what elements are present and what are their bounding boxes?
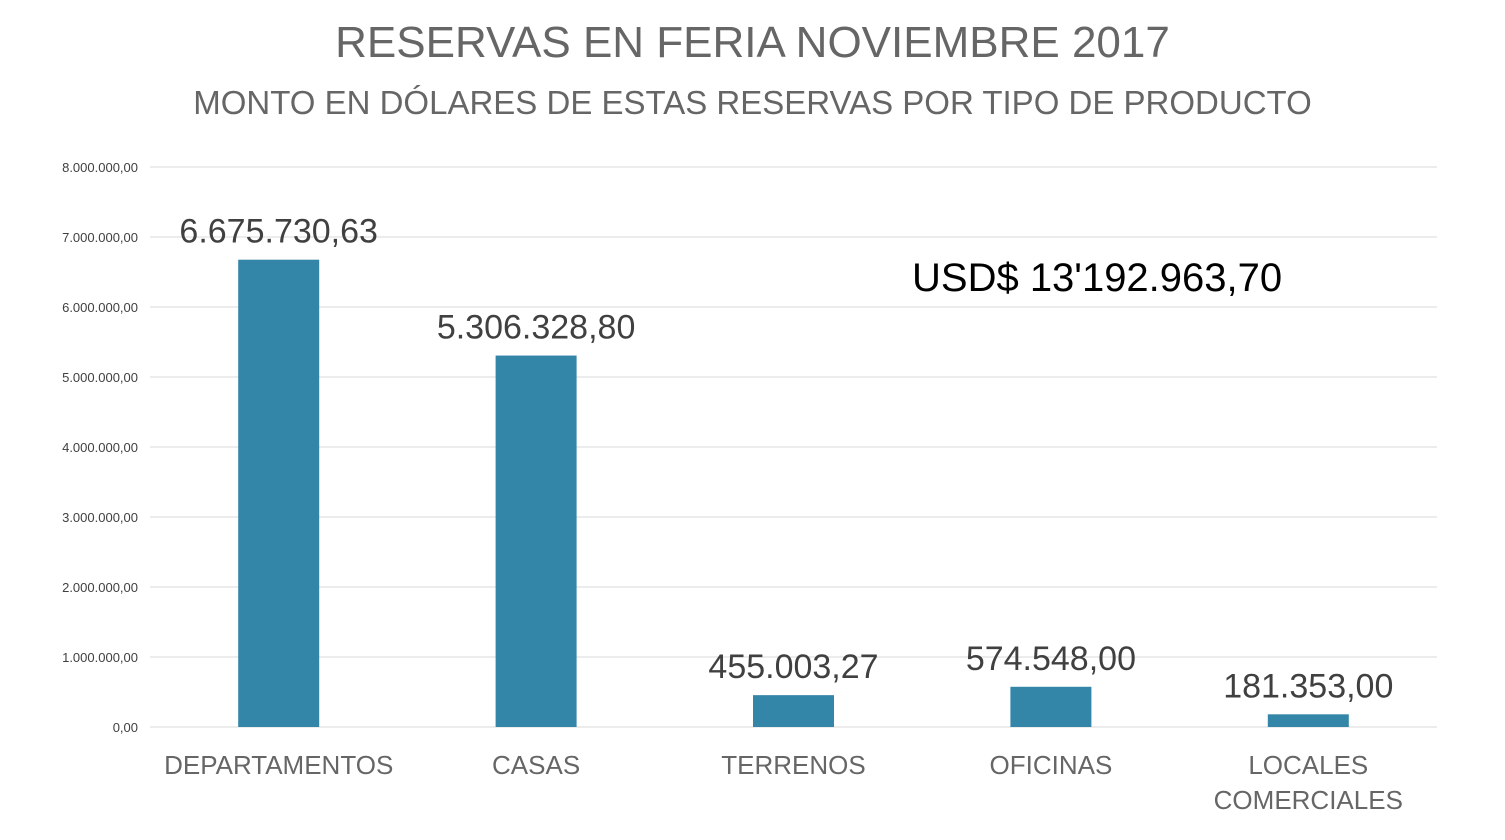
category-label: LOCALES xyxy=(1248,750,1368,780)
category-label: CASAS xyxy=(492,750,580,780)
y-tick-label: 2.000.000,00 xyxy=(62,580,138,595)
y-tick-label: 3.000.000,00 xyxy=(62,510,138,525)
bar xyxy=(495,355,577,727)
category-label: OFICINAS xyxy=(990,750,1113,780)
bar xyxy=(238,259,320,727)
data-label: 455.003,27 xyxy=(708,648,878,686)
y-tick-label: 6.000.000,00 xyxy=(62,300,138,315)
chart-title: RESERVAS EN FERIA NOVIEMBRE 2017 xyxy=(335,18,1170,67)
data-label: 5.306.328,80 xyxy=(437,309,636,347)
y-tick-label: 8.000.000,00 xyxy=(62,160,138,175)
bar xyxy=(1267,714,1349,727)
y-tick-label: 1.000.000,00 xyxy=(62,650,138,665)
chart-subtitle: MONTO EN DÓLARES DE ESTAS RESERVAS POR T… xyxy=(193,84,1312,121)
bar xyxy=(1010,686,1092,727)
y-tick-label: 4.000.000,00 xyxy=(62,440,138,455)
data-label: 574.548,00 xyxy=(966,640,1136,678)
y-tick-label: 5.000.000,00 xyxy=(62,370,138,385)
total-annotation: USD$ 13'192.963,70 xyxy=(912,256,1283,300)
y-tick-label: 7.000.000,00 xyxy=(62,230,138,245)
category-label: TERRENOS xyxy=(721,750,865,780)
data-label: 6.675.730,63 xyxy=(179,213,378,251)
category-label: COMERCIALES xyxy=(1214,785,1403,815)
bar xyxy=(753,695,834,727)
data-label: 181.353,00 xyxy=(1223,667,1393,705)
y-tick-label: 0,00 xyxy=(113,720,138,735)
category-label: DEPARTAMENTOS xyxy=(164,750,393,780)
